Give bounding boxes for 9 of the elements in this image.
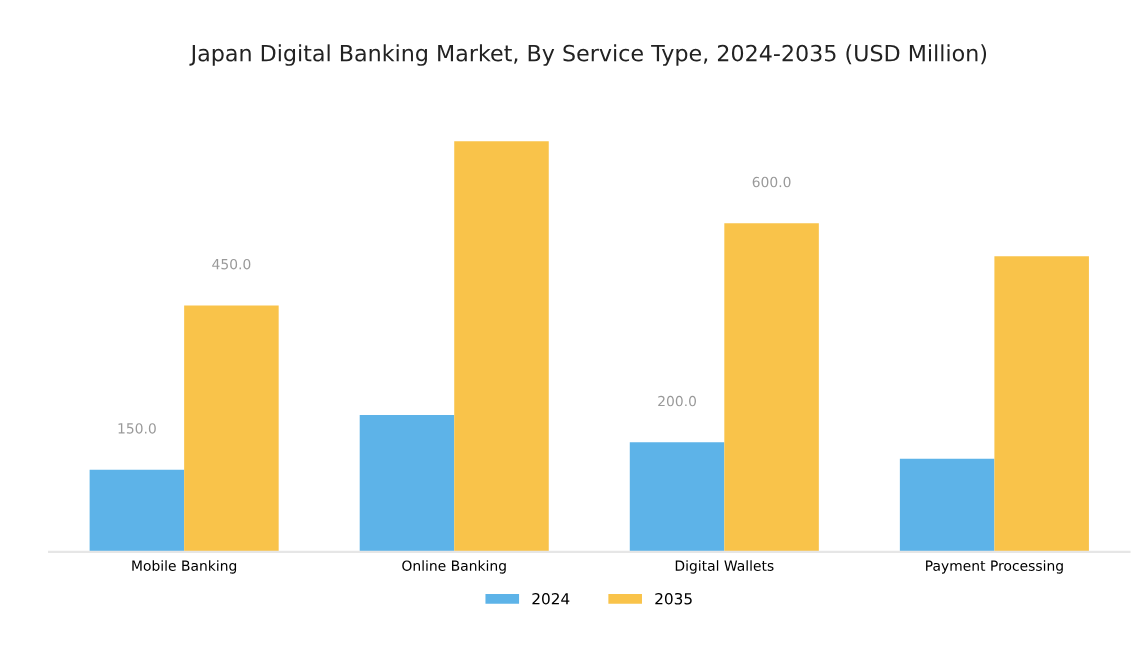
bar: [454, 141, 549, 552]
bar: [724, 223, 819, 552]
bar: [629, 442, 725, 552]
bar: [89, 469, 185, 552]
bar: [184, 305, 279, 552]
bar: [359, 414, 455, 552]
bar: [899, 458, 995, 552]
bar: [994, 256, 1089, 552]
chart-title: Japan Digital Banking Market, By Service Type, 2024-2035 (USD Million): [189, 44, 987, 66]
